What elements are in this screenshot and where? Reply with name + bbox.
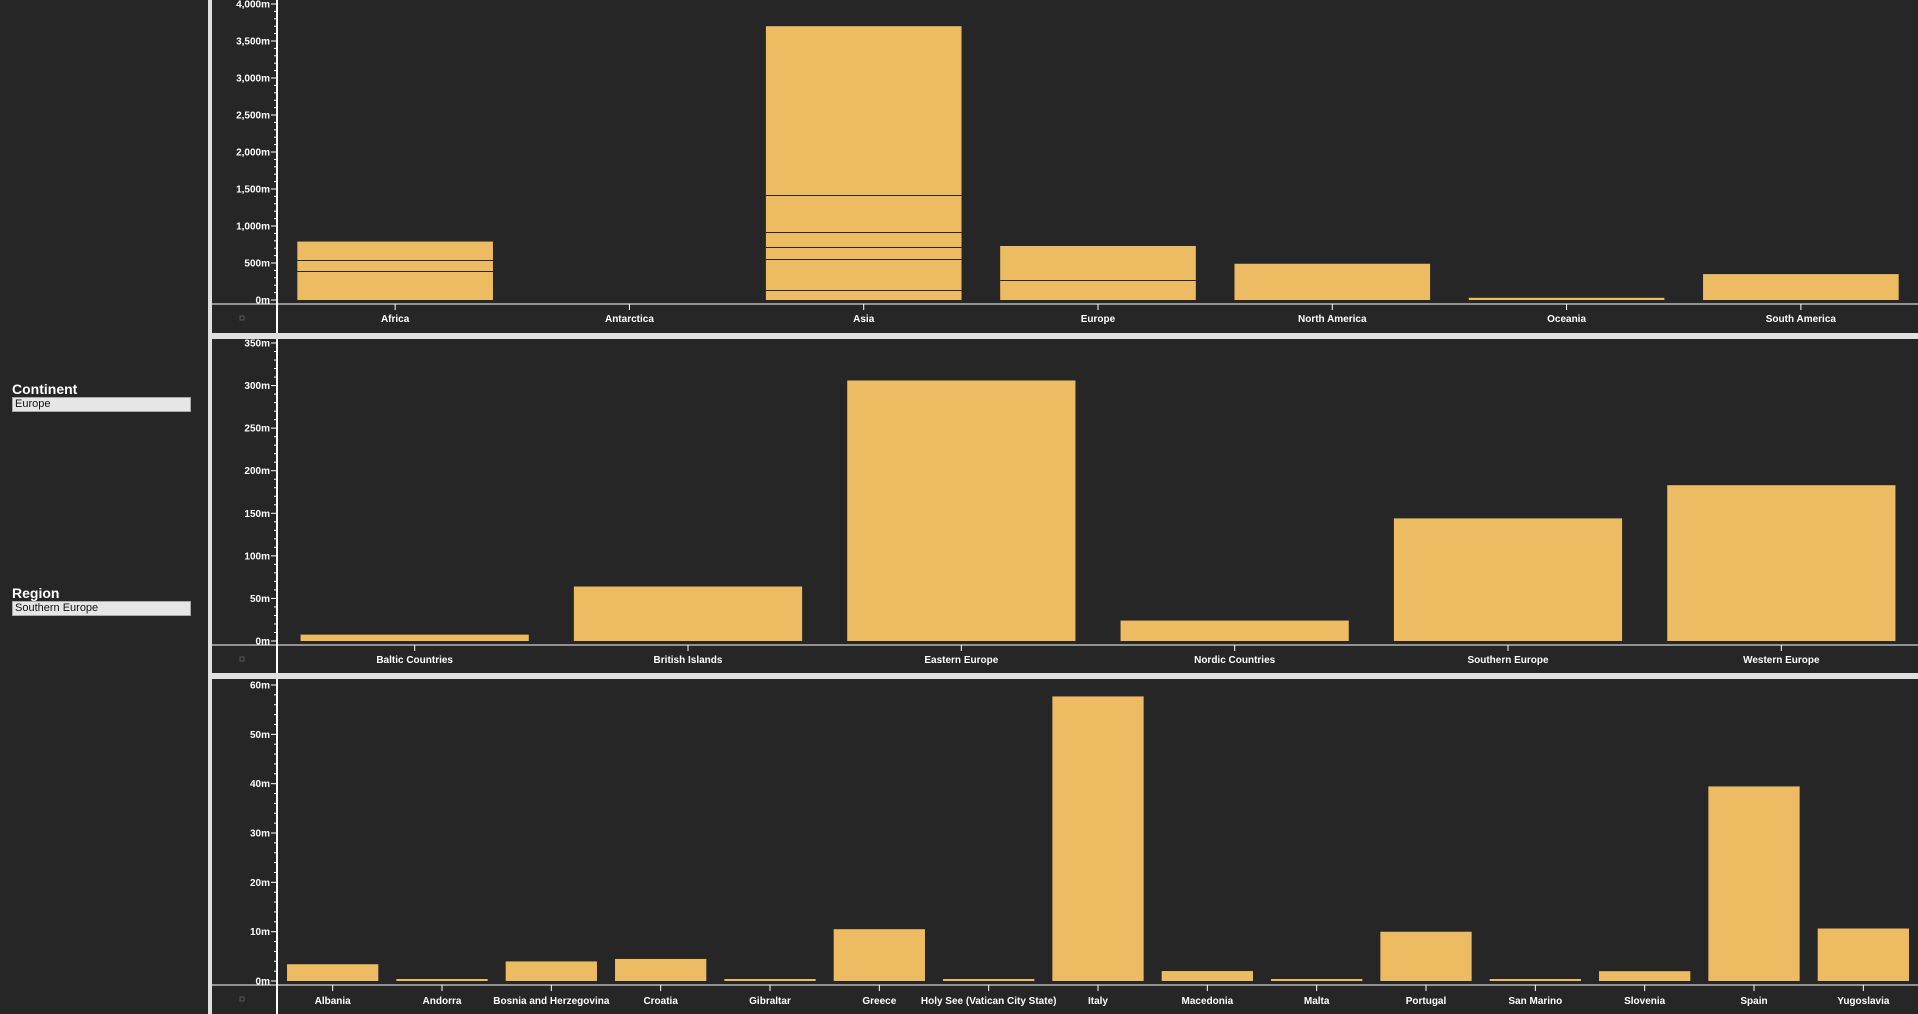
- bar[interactable]: [1161, 971, 1253, 981]
- y-tick-label: 20m: [250, 878, 270, 889]
- continent-select[interactable]: Europe: [12, 397, 191, 412]
- y-tick-label: 350m: [244, 339, 270, 350]
- bar[interactable]: [833, 929, 925, 981]
- y-tick-label: 30m: [250, 829, 270, 840]
- x-category-label: Slovenia: [1624, 996, 1666, 1007]
- y-tick-label: 50m: [250, 730, 270, 741]
- bar[interactable]: [943, 979, 1035, 981]
- country-population-chart: 0m 10m 20m 30m 40m 50m 60m Albania Andorra Bosnia…: [212, 679, 1918, 1014]
- axis-corner-marker: [239, 996, 245, 1002]
- x-category-label: Oceania: [1547, 314, 1586, 325]
- x-category-label: San Marino: [1508, 996, 1562, 1007]
- bar[interactable]: [765, 26, 962, 300]
- x-category-label: Asia: [853, 314, 875, 325]
- y-tick-label: 250m: [244, 424, 270, 435]
- x-category-label: Spain: [1740, 996, 1767, 1007]
- region-population-chart: 0m 50m 100m 150m 200m 250m 300m 350m Baltic Coun…: [212, 339, 1918, 673]
- x-category-label: Eastern Europe: [924, 655, 998, 666]
- bar[interactable]: [396, 979, 488, 981]
- x-category-label: Italy: [1088, 996, 1108, 1007]
- filter-sidebar: Continent Europe Region Southern Europe: [0, 0, 208, 1014]
- bar[interactable]: [1703, 274, 1899, 300]
- continent-filter: Continent Europe: [12, 381, 192, 412]
- bar[interactable]: [1234, 263, 1431, 300]
- bar[interactable]: [1817, 928, 1909, 981]
- x-category-label: Portugal: [1406, 996, 1447, 1007]
- x-category-label: North America: [1298, 314, 1367, 325]
- bar[interactable]: [847, 380, 1076, 641]
- x-category-label: Albania: [315, 996, 352, 1007]
- x-category-label: Africa: [381, 314, 410, 325]
- bar[interactable]: [1393, 518, 1623, 641]
- y-tick-label: 60m: [250, 681, 270, 692]
- bar[interactable]: [1000, 245, 1196, 300]
- y-tick-label: 500m: [244, 259, 270, 270]
- x-category-label: Europe: [1081, 314, 1116, 325]
- x-category-label: Gibraltar: [749, 996, 791, 1007]
- y-tick-label: 50m: [250, 594, 270, 605]
- bar[interactable]: [1708, 786, 1800, 981]
- x-category-label: Southern Europe: [1467, 655, 1549, 666]
- region-filter: Region Southern Europe: [12, 585, 192, 616]
- x-category-label: Baltic Countries: [376, 655, 453, 666]
- panel-separator: [212, 673, 1918, 679]
- bar[interactable]: [615, 958, 707, 981]
- y-tick-label: 0m: [256, 296, 271, 307]
- y-tick-label: 10m: [250, 927, 270, 938]
- bar[interactable]: [1120, 620, 1349, 641]
- y-tick-label: 3,500m: [236, 37, 270, 48]
- y-tick-label: 2,500m: [236, 111, 270, 122]
- y-tick-label: 0m: [256, 977, 271, 988]
- continent-filter-label: Continent: [12, 381, 78, 397]
- bar[interactable]: [1489, 979, 1581, 981]
- y-tick-label: 4,000m: [236, 0, 270, 11]
- bar[interactable]: [1052, 696, 1144, 981]
- bar[interactable]: [1667, 485, 1896, 641]
- x-category-label: Antarctica: [605, 314, 654, 325]
- y-tick-label: 300m: [244, 381, 270, 392]
- continent-chart-panel: 0m 500m 1,000m 1,500m 2,000m 2,500m 3,000m 3,50…: [212, 0, 1918, 333]
- y-tick-label: 40m: [250, 779, 270, 790]
- y-tick-label: 200m: [244, 466, 270, 477]
- x-category-label: Malta: [1304, 996, 1330, 1007]
- sidebar-divider: [208, 0, 212, 1014]
- x-category-label: Nordic Countries: [1194, 655, 1276, 666]
- y-tick-label: 1,500m: [236, 185, 270, 196]
- axis-corner-marker: [239, 315, 245, 321]
- y-tick-label: 0m: [256, 637, 271, 648]
- bar[interactable]: [724, 979, 816, 981]
- region-filter-label: Region: [12, 585, 60, 601]
- x-category-label: Western Europe: [1743, 655, 1820, 666]
- bar[interactable]: [1468, 297, 1665, 300]
- y-tick-label: 100m: [244, 551, 270, 562]
- bar[interactable]: [1380, 931, 1472, 981]
- region-select[interactable]: Southern Europe: [12, 601, 191, 616]
- bar[interactable]: [287, 964, 379, 981]
- bar[interactable]: [1599, 971, 1691, 981]
- y-tick-label: 1,000m: [236, 222, 270, 233]
- x-category-label: British Islands: [654, 655, 723, 666]
- x-category-label: Yugoslavia: [1837, 996, 1890, 1007]
- axis-corner-marker: [239, 656, 245, 662]
- region-chart-panel: 0m 50m 100m 150m 200m 250m 300m 350m Baltic Coun…: [212, 339, 1918, 673]
- y-tick-label: 150m: [244, 509, 270, 520]
- bar[interactable]: [573, 586, 803, 641]
- bar[interactable]: [297, 241, 493, 300]
- x-category-label: Croatia: [643, 996, 678, 1007]
- x-category-label: Macedonia: [1181, 996, 1233, 1007]
- bar[interactable]: [1271, 979, 1363, 981]
- x-category-label: South America: [1766, 314, 1837, 325]
- bar[interactable]: [505, 961, 597, 981]
- panel-separator: [212, 333, 1918, 339]
- bar[interactable]: [300, 634, 529, 641]
- y-tick-label: 3,000m: [236, 74, 270, 85]
- country-chart-panel: 0m 10m 20m 30m 40m 50m 60m Albania Andorra Bosnia…: [212, 679, 1918, 1014]
- x-category-label: Bosnia and Herzegovina: [493, 996, 610, 1007]
- y-tick-label: 2,000m: [236, 148, 270, 159]
- x-category-label: Holy See (Vatican City State): [921, 996, 1057, 1007]
- x-category-label: Andorra: [423, 996, 462, 1007]
- continent-population-chart: 0m 500m 1,000m 1,500m 2,000m 2,500m 3,000m 3,50…: [212, 0, 1918, 333]
- x-category-label: Greece: [862, 996, 896, 1007]
